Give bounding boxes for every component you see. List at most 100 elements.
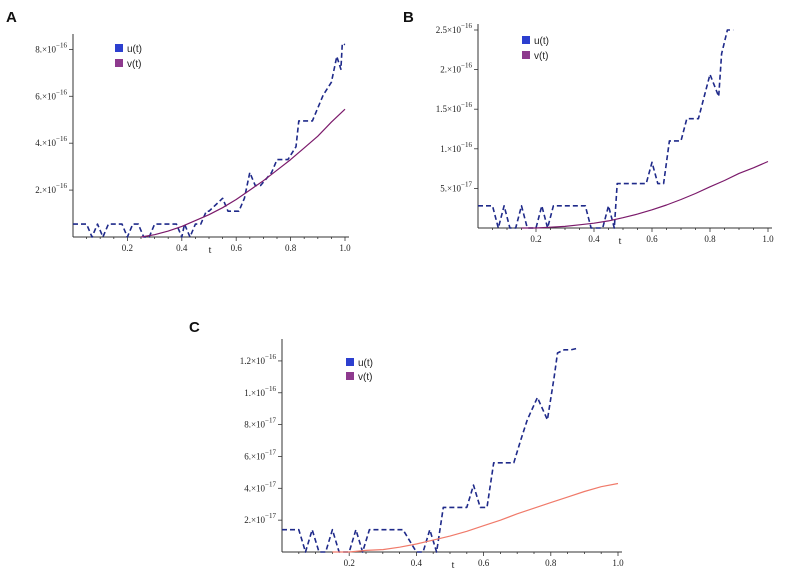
y-tick-times: ×10 xyxy=(251,451,266,461)
y-tick-label: 2.×10−16 xyxy=(440,62,472,75)
y-tick-times: ×10 xyxy=(42,138,57,148)
y-tick-label: 2.×10−16 xyxy=(35,182,67,195)
panel-label-a: A xyxy=(6,9,17,26)
y-tick-mantissa: 5. xyxy=(440,183,447,193)
legend-swatch-ut xyxy=(522,36,530,44)
y-tick-mantissa: 2. xyxy=(440,65,447,75)
y-tick-label: 8.×10−17 xyxy=(244,417,276,430)
y-tick-exponent: −17 xyxy=(265,512,276,520)
y-tick-exponent: −16 xyxy=(461,141,472,149)
panel-c: C0.2 0.4 0.6 0.8 1.0t2.×10−174.×10−176.×10−1… xyxy=(189,319,624,571)
legend-label: u(t) xyxy=(358,358,373,369)
y-tick-times: ×10 xyxy=(447,104,462,114)
y-tick-exponent: −17 xyxy=(461,180,472,188)
y-tick-label: 6.×10−17 xyxy=(244,448,276,461)
y-tick-mantissa: 4. xyxy=(244,483,251,493)
series-line-ut xyxy=(282,347,578,553)
series-line-ut xyxy=(478,29,734,229)
y-tick-times: ×10 xyxy=(42,91,57,101)
x-tick-label: 1.0 xyxy=(339,243,351,253)
y-tick-times: ×10 xyxy=(447,65,462,75)
x-tick-label: 0.2 xyxy=(122,243,133,253)
y-tick-exponent: −16 xyxy=(461,62,472,70)
series-line-ut xyxy=(73,42,346,238)
y-tick-exponent: −16 xyxy=(56,41,67,49)
legend-label: u(t) xyxy=(127,44,142,55)
y-tick-label: 8.×10−16 xyxy=(35,41,67,54)
y-tick-label: 6.×10−16 xyxy=(35,88,67,101)
y-tick-exponent: −16 xyxy=(461,22,472,30)
panel-label-b: B xyxy=(403,9,414,26)
legend-label: u(t) xyxy=(534,36,549,47)
y-tick-mantissa: 1. xyxy=(244,388,251,398)
y-tick-exponent: −16 xyxy=(265,353,276,361)
y-tick-mantissa: 8. xyxy=(35,44,42,54)
y-tick-mantissa: 6. xyxy=(35,91,42,101)
x-tick-label: 0.2 xyxy=(530,234,541,244)
y-tick-exponent: −16 xyxy=(56,88,67,96)
y-tick-label: 1.5×10−16 xyxy=(436,101,473,114)
y-tick-label: 1.2×10−16 xyxy=(240,353,277,366)
y-tick-times: ×10 xyxy=(42,185,57,195)
y-tick-mantissa: 8. xyxy=(244,420,251,430)
y-tick-label: 2.×10−17 xyxy=(244,512,276,525)
series-line-vt xyxy=(332,482,619,553)
y-tick-label: 4.×10−16 xyxy=(35,135,67,148)
x-axis-label: t xyxy=(209,245,212,256)
y-tick-times: ×10 xyxy=(251,356,266,366)
y-tick-label: 1.×10−16 xyxy=(244,385,276,398)
y-tick-times: ×10 xyxy=(251,515,266,525)
x-tick-label: 0.8 xyxy=(285,243,297,253)
legend-label: v(t) xyxy=(358,372,372,383)
y-tick-mantissa: 2. xyxy=(35,185,42,195)
x-tick-label: 0.8 xyxy=(545,558,557,568)
y-tick-times: ×10 xyxy=(447,144,462,154)
y-tick-mantissa: 1. xyxy=(440,144,447,154)
y-tick-mantissa: 4. xyxy=(35,138,42,148)
y-tick-label: 1.×10−16 xyxy=(440,141,472,154)
x-tick-label: 1.0 xyxy=(762,234,774,244)
legend-swatch-vt xyxy=(522,51,530,59)
y-tick-times: ×10 xyxy=(251,483,266,493)
y-tick-exponent: −16 xyxy=(56,135,67,143)
x-tick-label: 0.8 xyxy=(704,234,716,244)
y-tick-mantissa: 1.5 xyxy=(436,104,448,114)
y-tick-label: 5.×10−17 xyxy=(440,180,472,193)
y-tick-times: ×10 xyxy=(251,420,266,430)
y-tick-times: ×10 xyxy=(447,25,462,35)
y-tick-exponent: −16 xyxy=(461,101,472,109)
y-tick-exponent: −16 xyxy=(56,182,67,190)
y-tick-exponent: −17 xyxy=(265,480,276,488)
panel-label-c: C xyxy=(189,319,200,336)
x-tick-label: 0.6 xyxy=(646,234,658,244)
x-tick-label: 0.6 xyxy=(231,243,243,253)
y-tick-times: ×10 xyxy=(42,44,57,54)
y-tick-label: 4.×10−17 xyxy=(244,480,276,493)
y-tick-mantissa: 1.2 xyxy=(240,356,251,366)
legend-swatch-ut xyxy=(115,44,123,52)
x-tick-label: 0.4 xyxy=(588,234,600,244)
legend-swatch-vt xyxy=(346,372,354,380)
y-tick-mantissa: 2.5 xyxy=(436,25,448,35)
y-tick-times: ×10 xyxy=(447,183,462,193)
x-tick-label: 1.0 xyxy=(612,558,624,568)
series-line-vt xyxy=(140,108,346,238)
y-tick-exponent: −17 xyxy=(265,417,276,425)
y-tick-mantissa: 2. xyxy=(244,515,251,525)
series-line-vt xyxy=(521,160,769,229)
legend-swatch-ut xyxy=(346,358,354,366)
x-tick-label: 0.6 xyxy=(478,558,490,568)
x-tick-label: 0.4 xyxy=(411,558,423,568)
y-tick-exponent: −17 xyxy=(265,448,276,456)
y-tick-exponent: −16 xyxy=(265,385,276,393)
panel-a: A0.2 0.4 0.6 0.8 1.0t2.×10−164.×10−166.×10−1… xyxy=(6,9,351,256)
x-tick-label: 0.4 xyxy=(176,243,188,253)
y-tick-label: 2.5×10−16 xyxy=(436,22,473,35)
x-axis-label: t xyxy=(452,560,455,571)
x-tick-label: 0.2 xyxy=(344,558,355,568)
y-tick-mantissa: 6. xyxy=(244,451,251,461)
y-tick-times: ×10 xyxy=(251,388,266,398)
panel-b: B0.2 0.4 0.6 0.8 1.0t5.×10−171.×10−161.5×10−… xyxy=(403,9,774,247)
x-axis-label: t xyxy=(619,236,622,247)
